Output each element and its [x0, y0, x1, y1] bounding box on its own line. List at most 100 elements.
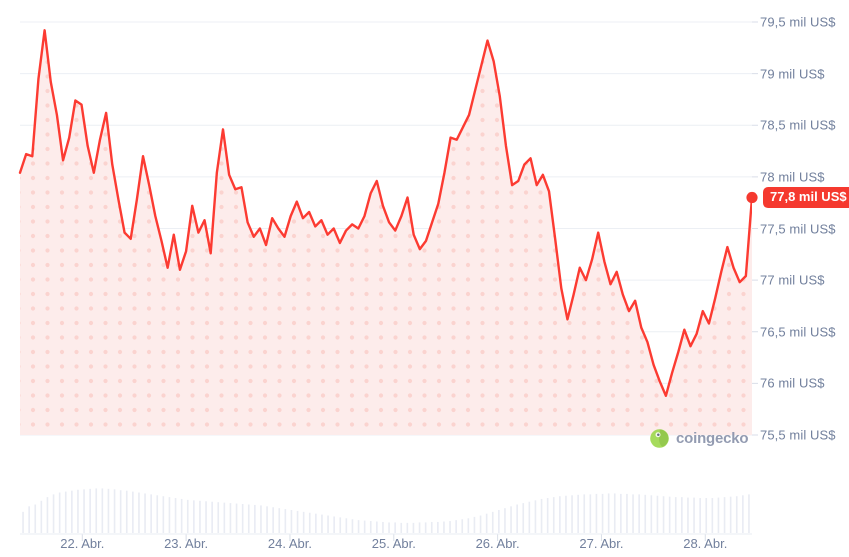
navigator-bar[interactable] [308, 512, 311, 533]
navigator-bar[interactable] [607, 493, 610, 533]
navigator-bar[interactable] [71, 490, 73, 533]
navigator-bar[interactable] [662, 496, 665, 533]
navigator-bar[interactable] [693, 497, 695, 533]
navigator-bar[interactable] [77, 489, 79, 533]
navigator-bar[interactable] [595, 493, 598, 533]
navigator-bar[interactable] [162, 496, 165, 533]
navigator-bar[interactable] [199, 500, 201, 533]
navigator-bar[interactable] [138, 492, 140, 533]
navigator-bar[interactable] [479, 515, 482, 533]
navigator-bar[interactable] [620, 493, 622, 533]
navigator-bar[interactable] [52, 494, 55, 533]
navigator-bar[interactable] [418, 522, 421, 533]
navigator-bar[interactable] [699, 498, 701, 533]
navigator-bar[interactable] [674, 497, 677, 533]
navigator-bar[interactable] [107, 488, 110, 533]
navigator-bar[interactable] [327, 515, 329, 533]
navigator-bar[interactable] [205, 501, 207, 533]
navigator-bar[interactable] [119, 490, 122, 533]
navigator-bar[interactable] [717, 497, 720, 533]
navigator-bar[interactable] [89, 488, 91, 533]
navigator-bar[interactable] [223, 502, 226, 533]
navigator-bar[interactable] [22, 511, 24, 533]
navigator-bar[interactable] [382, 521, 384, 533]
navigator-bar[interactable] [534, 500, 537, 533]
navigator-bar[interactable] [272, 507, 274, 533]
navigator-bar[interactable] [394, 522, 396, 533]
navigator-bar[interactable] [583, 494, 586, 533]
navigator-bar[interactable] [290, 510, 293, 533]
navigator-bar[interactable] [46, 497, 49, 533]
navigator-bar[interactable] [601, 493, 604, 533]
navigator-bar[interactable] [40, 500, 43, 533]
navigator-bar[interactable] [577, 494, 579, 533]
navigator-bar[interactable] [504, 508, 506, 533]
navigator-bar[interactable] [193, 500, 195, 533]
navigator-bar[interactable] [449, 521, 451, 533]
navigator-bar[interactable] [711, 498, 714, 533]
navigator-bar[interactable] [668, 496, 671, 533]
navigator-bar[interactable] [211, 501, 213, 533]
navigator-bar[interactable] [735, 496, 738, 533]
navigator-bar[interactable] [626, 493, 628, 533]
navigator-bar[interactable] [284, 509, 287, 533]
navigator-bar[interactable] [113, 489, 116, 533]
navigator-bar[interactable] [28, 506, 30, 533]
navigator-bar[interactable] [315, 513, 317, 533]
navigator-bar[interactable] [101, 488, 104, 533]
navigator-bar[interactable] [132, 491, 134, 533]
navigator-bar[interactable] [748, 494, 750, 533]
navigator-bar[interactable] [369, 521, 372, 533]
navigator-bar[interactable] [437, 521, 439, 533]
navigator-bar[interactable] [125, 490, 128, 533]
navigator-bar[interactable] [632, 494, 634, 533]
navigator-bar[interactable] [144, 493, 146, 533]
navigator-bar[interactable] [58, 492, 61, 533]
navigator-bar[interactable] [296, 510, 299, 533]
navigator-bar[interactable] [491, 511, 494, 533]
navigator-bar[interactable] [650, 495, 653, 533]
navigator-bar[interactable] [571, 495, 573, 533]
navigator-bar[interactable] [168, 497, 171, 533]
navigator-bar[interactable] [729, 496, 732, 533]
navigator-bar[interactable] [467, 518, 470, 533]
navigator-bar[interactable] [742, 495, 744, 533]
navigator-bar[interactable] [638, 494, 640, 533]
navigator-bar[interactable] [412, 522, 415, 533]
navigator-bar[interactable] [681, 497, 683, 533]
navigator-bar[interactable] [656, 495, 659, 533]
navigator-bar[interactable] [241, 504, 244, 533]
navigator-bar[interactable] [424, 522, 427, 533]
navigator-bar[interactable] [552, 497, 555, 533]
navigator-bar[interactable] [388, 522, 390, 533]
navigator-bar[interactable] [613, 493, 616, 533]
navigator-bar[interactable] [687, 497, 689, 533]
navigator-bar[interactable] [455, 520, 457, 533]
navigator-bar[interactable] [174, 498, 177, 533]
navigator-bar[interactable] [156, 495, 159, 533]
navigator-bar[interactable] [705, 498, 708, 533]
navigator-bar[interactable] [83, 489, 85, 533]
navigator-bar[interactable] [339, 517, 342, 533]
navigator-bar[interactable] [406, 522, 409, 533]
navigator-bar[interactable] [351, 519, 354, 533]
range-navigator[interactable] [0, 482, 849, 542]
navigator-bar[interactable] [546, 498, 549, 533]
navigator-bar[interactable] [321, 514, 323, 533]
navigator-bar[interactable] [443, 521, 445, 534]
navigator-bar[interactable] [95, 488, 98, 533]
navigator-bar[interactable] [473, 516, 476, 533]
navigator-bar[interactable] [357, 520, 360, 533]
current-price-badge[interactable]: 77,8 mil US$ [763, 186, 849, 209]
navigator-bar[interactable] [498, 510, 500, 533]
navigator-bar[interactable] [186, 499, 189, 533]
navigator-bar[interactable] [540, 498, 543, 533]
navigator-bar[interactable] [430, 521, 433, 533]
navigator-bar[interactable] [528, 501, 531, 533]
navigator-bar[interactable] [247, 504, 250, 533]
navigator-bar[interactable] [180, 498, 183, 533]
navigator-bar[interactable] [229, 503, 232, 533]
navigator-bar[interactable] [266, 506, 268, 533]
navigator-bar[interactable] [485, 513, 488, 533]
